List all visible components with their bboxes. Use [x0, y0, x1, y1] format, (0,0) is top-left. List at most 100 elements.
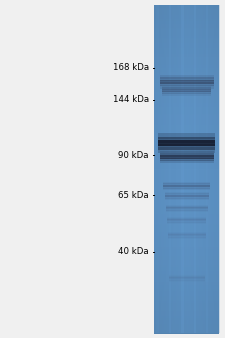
- Bar: [154, 240, 219, 242]
- Bar: [154, 24, 219, 25]
- Bar: [155, 5, 157, 333]
- Bar: [154, 145, 219, 147]
- Bar: [162, 91, 211, 94]
- Bar: [186, 5, 187, 333]
- Bar: [154, 329, 219, 330]
- Bar: [154, 94, 219, 95]
- Bar: [166, 205, 208, 207]
- Bar: [154, 220, 219, 222]
- Bar: [154, 52, 219, 54]
- Bar: [154, 181, 219, 183]
- Bar: [154, 142, 219, 143]
- Bar: [154, 161, 219, 163]
- Bar: [154, 15, 219, 17]
- Bar: [181, 5, 183, 333]
- Bar: [154, 237, 219, 239]
- Bar: [154, 192, 219, 194]
- Bar: [154, 281, 219, 282]
- Bar: [154, 91, 219, 93]
- Bar: [154, 115, 219, 117]
- Bar: [154, 39, 219, 41]
- Bar: [154, 201, 219, 202]
- Bar: [154, 285, 219, 287]
- Bar: [171, 5, 173, 333]
- Bar: [204, 5, 205, 333]
- Bar: [179, 5, 180, 333]
- Bar: [188, 5, 189, 333]
- Bar: [154, 65, 219, 67]
- Bar: [154, 124, 219, 126]
- Bar: [154, 5, 219, 7]
- Bar: [154, 166, 219, 167]
- Bar: [154, 89, 219, 91]
- Bar: [154, 168, 219, 170]
- Bar: [154, 211, 219, 212]
- Bar: [216, 5, 217, 333]
- Bar: [154, 16, 219, 18]
- Bar: [165, 5, 166, 333]
- Bar: [154, 141, 219, 142]
- Bar: [154, 323, 219, 325]
- Bar: [154, 85, 219, 87]
- Bar: [154, 225, 219, 226]
- Bar: [154, 177, 219, 178]
- Bar: [169, 275, 205, 277]
- Bar: [154, 245, 219, 247]
- Bar: [154, 114, 219, 116]
- Bar: [174, 5, 175, 333]
- Bar: [154, 125, 219, 127]
- Text: 144 kDa: 144 kDa: [113, 96, 149, 104]
- Bar: [154, 203, 219, 204]
- Bar: [154, 64, 219, 66]
- Bar: [154, 123, 219, 125]
- Bar: [154, 277, 219, 279]
- Bar: [154, 14, 219, 16]
- Bar: [154, 10, 219, 12]
- Bar: [154, 53, 219, 55]
- Bar: [154, 180, 219, 182]
- Bar: [154, 184, 219, 186]
- Bar: [154, 300, 219, 302]
- Bar: [168, 234, 206, 236]
- Bar: [154, 315, 219, 317]
- Bar: [154, 229, 219, 231]
- Bar: [154, 132, 219, 134]
- Bar: [154, 30, 219, 32]
- Bar: [214, 5, 215, 333]
- Bar: [154, 76, 219, 78]
- Bar: [197, 5, 198, 333]
- Bar: [154, 67, 219, 69]
- Bar: [154, 327, 219, 328]
- Text: 90 kDa: 90 kDa: [119, 150, 149, 160]
- Bar: [154, 219, 219, 221]
- Bar: [154, 179, 219, 180]
- Bar: [160, 84, 214, 89]
- Bar: [154, 102, 219, 104]
- Bar: [154, 213, 219, 214]
- Bar: [154, 74, 219, 76]
- Bar: [154, 286, 219, 288]
- Bar: [154, 78, 219, 80]
- Bar: [154, 312, 219, 314]
- Bar: [154, 80, 219, 82]
- Bar: [154, 127, 219, 129]
- Bar: [167, 222, 206, 224]
- Bar: [160, 158, 214, 161]
- Bar: [154, 63, 219, 65]
- Bar: [168, 233, 206, 235]
- Bar: [167, 217, 206, 219]
- Bar: [154, 56, 219, 58]
- Bar: [154, 50, 219, 51]
- Bar: [163, 183, 210, 186]
- Bar: [154, 319, 219, 320]
- Bar: [154, 291, 219, 293]
- Bar: [171, 5, 172, 333]
- Bar: [154, 170, 219, 172]
- Bar: [154, 264, 219, 266]
- Bar: [154, 251, 219, 253]
- Bar: [154, 287, 219, 289]
- Bar: [154, 256, 219, 257]
- Bar: [154, 41, 219, 43]
- Bar: [154, 197, 219, 199]
- Bar: [168, 237, 206, 239]
